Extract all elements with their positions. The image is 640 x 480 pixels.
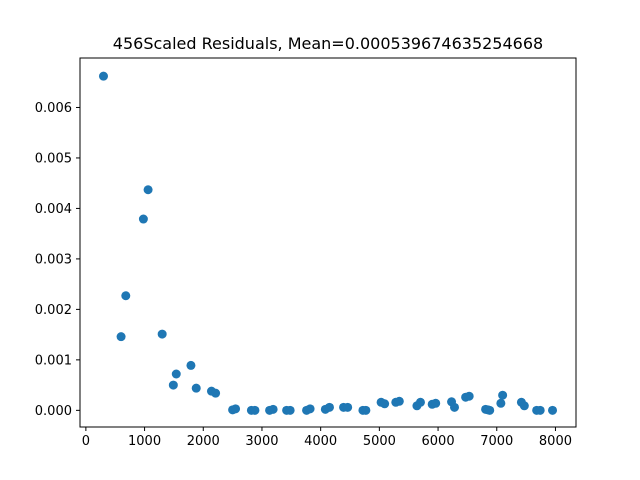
data-point [191,383,201,393]
data-point [138,214,148,224]
y-tick-label: 0.005 [35,151,72,166]
data-point [431,398,441,408]
data-point [361,405,371,415]
y-tick-label: 0.000 [35,404,72,419]
data-point [464,391,474,401]
data-point [121,291,131,301]
data-point [394,396,404,406]
data-point [305,404,315,414]
data-point [116,332,126,342]
x-tick-label: 0 [82,434,90,449]
data-point [157,329,167,339]
plot-frame [79,57,577,428]
y-tick-label: 0.004 [35,202,72,217]
x-tick-label: 2000 [187,434,220,449]
y-tick-label: 0.002 [35,303,72,318]
data-point [98,71,108,81]
data-point [171,369,181,379]
x-axis: 0 1000 2000 3000 4000 5000 6000 7000 8000 [82,427,572,449]
data-point [324,402,334,412]
x-tick-label: 3000 [245,434,278,449]
chart-title: 456Scaled Residuals, Mean=0.000539674635… [113,34,543,53]
data-point [380,399,390,409]
data-point [415,397,425,407]
data-point [496,398,506,408]
x-tick-label: 5000 [363,434,396,449]
x-tick-label: 6000 [422,434,455,449]
y-axis: 0.000 0.001 0.002 0.003 0.004 0.005 0.006 [35,101,80,419]
data-point [285,405,295,415]
data-point [168,380,178,390]
data-point [519,401,529,411]
data-point [498,390,508,400]
y-tick-label: 0.003 [35,252,72,267]
x-tick-label: 7000 [480,434,513,449]
data-points [98,71,558,415]
y-tick-label: 0.001 [35,353,72,368]
data-point [250,405,260,415]
data-point [535,405,545,415]
data-point [143,185,153,195]
y-tick-label: 0.006 [35,101,72,116]
data-point [343,402,353,412]
data-point [548,405,558,415]
x-tick-label: 1000 [128,434,161,449]
x-tick-label: 4000 [304,434,337,449]
data-point [211,388,221,398]
data-point [449,402,459,412]
data-point [268,404,278,414]
x-tick-label: 8000 [539,434,572,449]
data-point [485,405,495,415]
data-point [186,360,196,370]
data-point [231,404,241,414]
